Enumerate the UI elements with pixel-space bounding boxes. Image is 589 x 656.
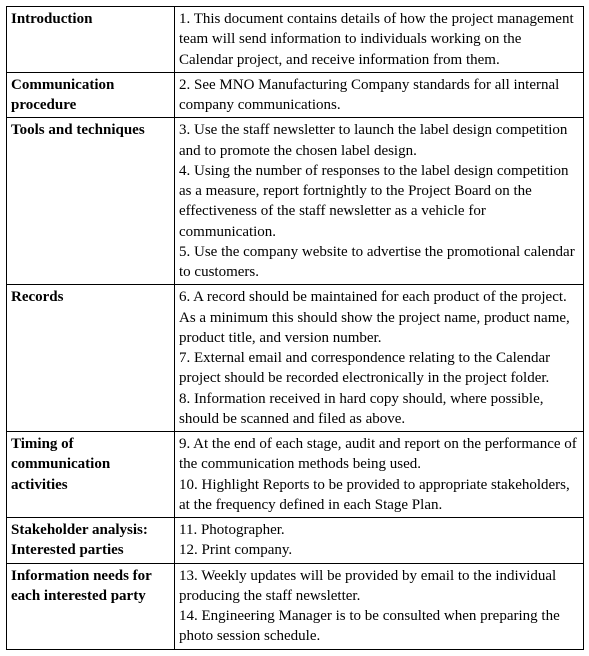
content-item: 7. External email and correspondence rel…: [179, 348, 579, 389]
content-item: 8. Information received in hard copy sho…: [179, 389, 579, 430]
row-heading: Information needs for each interested pa…: [7, 563, 175, 649]
table-row: Information needs for each interested pa…: [7, 563, 584, 649]
row-content: 11. Photographer. 12. Print company.: [175, 518, 584, 564]
row-content: 13. Weekly updates will be provided by e…: [175, 563, 584, 649]
table-row: Timing of communication activities 9. At…: [7, 432, 584, 518]
row-content: 6. A record should be maintained for eac…: [175, 285, 584, 432]
table-row: Stakeholder analysis: Interested parties…: [7, 518, 584, 564]
row-heading: Timing of communication activities: [7, 432, 175, 518]
row-heading: Records: [7, 285, 175, 432]
communication-plan-table: Introduction 1. This document contains d…: [6, 6, 584, 650]
table-row: Communication procedure 2. See MNO Manuf…: [7, 72, 584, 118]
content-item: 12. Print company.: [179, 540, 579, 560]
table-row: Introduction 1. This document contains d…: [7, 7, 584, 73]
table-row: Records 6. A record should be maintained…: [7, 285, 584, 432]
row-content: 2. See MNO Manufacturing Company standar…: [175, 72, 584, 118]
table-row: Tools and techniques 3. Use the staff ne…: [7, 118, 584, 285]
content-item: 9. At the end of each stage, audit and r…: [179, 434, 579, 475]
content-item: 2. See MNO Manufacturing Company standar…: [179, 75, 579, 116]
content-item: team will send information to individual…: [179, 29, 579, 70]
content-item: 13. Weekly updates will be provided by e…: [179, 566, 579, 607]
content-item: 4. Using the number of responses to the …: [179, 161, 579, 242]
row-heading: Stakeholder analysis: Interested parties: [7, 518, 175, 564]
row-content: 9. At the end of each stage, audit and r…: [175, 432, 584, 518]
content-item: 1. This document contains details of how…: [179, 9, 579, 29]
content-item: 3. Use the staff newsletter to launch th…: [179, 120, 579, 161]
content-item: 11. Photographer.: [179, 520, 579, 540]
content-item: 6. A record should be maintained for eac…: [179, 287, 579, 348]
content-item: 5. Use the company website to advertise …: [179, 242, 579, 283]
row-heading: Communication procedure: [7, 72, 175, 118]
row-content: 3. Use the staff newsletter to launch th…: [175, 118, 584, 285]
row-content: 1. This document contains details of how…: [175, 7, 584, 73]
row-heading: Introduction: [7, 7, 175, 73]
content-item: 14. Engineering Manager is to be consult…: [179, 606, 579, 647]
content-item: 10. Highlight Reports to be provided to …: [179, 475, 579, 516]
row-heading: Tools and techniques: [7, 118, 175, 285]
